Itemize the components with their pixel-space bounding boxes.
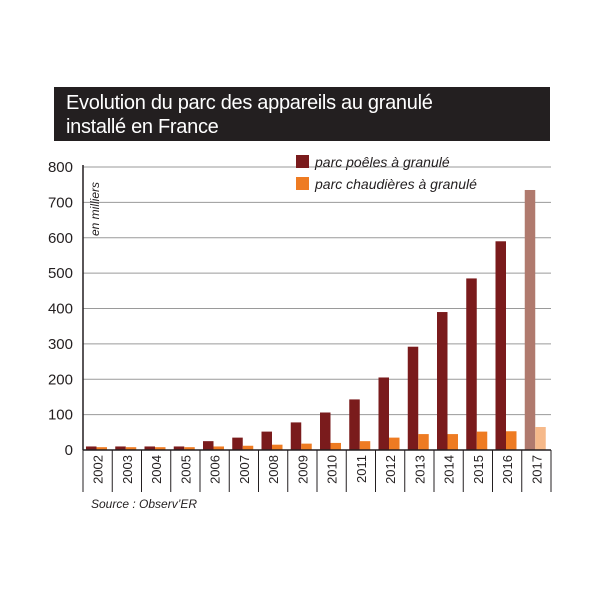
gridlines <box>83 166 551 416</box>
y-tick-labels: 0 100 200 300 400 500 600 700 800 <box>48 159 73 459</box>
bar-boilers-2003 <box>125 447 137 450</box>
bar-stoves-2011 <box>349 399 360 450</box>
bar-stoves-2006 <box>203 441 214 450</box>
chart-title: Evolution du parc des appareils au granu… <box>54 87 550 141</box>
bar-stoves-2007 <box>232 437 243 450</box>
y-tick-label: 300 <box>48 336 73 353</box>
axes <box>82 165 552 492</box>
bar-stoves-2005 <box>173 446 185 450</box>
legend: parc poêles à granulé parc chaudières à … <box>296 154 477 192</box>
bar-boilers-2010 <box>330 442 341 450</box>
x-tick-label: 2009 <box>295 455 310 484</box>
x-tick-label: 2012 <box>383 455 398 484</box>
y-tick-label: 600 <box>48 230 73 247</box>
x-tick-label: 2015 <box>471 455 486 484</box>
x-tick-label: 2017 <box>529 455 544 484</box>
x-tick-label: 2003 <box>120 455 135 484</box>
bar-stoves-2012 <box>378 377 389 450</box>
bar-stoves-2015 <box>466 278 477 450</box>
title-line-2: installé en France <box>66 116 219 138</box>
x-tick-label: 2011 <box>354 455 369 483</box>
x-tick-label: 2005 <box>178 455 193 484</box>
bar-stoves-2003 <box>115 446 126 450</box>
x-tick-label: 2007 <box>237 455 252 484</box>
bar-boilers-2008 <box>272 444 283 450</box>
bar-boilers-2015 <box>476 431 488 450</box>
bar-boilers-2014 <box>447 434 458 450</box>
x-tick-label: 2002 <box>91 455 106 484</box>
y-axis-label: en milliers <box>88 182 102 236</box>
source-note: Source : Observ’ER <box>91 497 198 511</box>
bar-boilers-2007 <box>242 445 254 450</box>
y-tick-label: 200 <box>48 371 73 388</box>
x-tick-label: 2016 <box>500 455 515 484</box>
bar-boilers-2006 <box>213 446 224 450</box>
x-tick-label: 2010 <box>325 455 340 484</box>
y-tick-label: 800 <box>48 159 73 176</box>
bars <box>86 189 546 450</box>
x-tick-labels: 2002 2003 2004 2005 2006 2007 2008 2009 2010 2011… <box>91 455 545 484</box>
title-line-1: Evolution du parc des appareils au granu… <box>66 92 433 114</box>
bar-stoves-2010 <box>320 412 331 450</box>
bar-boilers-2017 <box>535 427 546 450</box>
bar-boilers-2011 <box>359 441 371 450</box>
x-tick-label: 2004 <box>149 455 164 484</box>
bar-stoves-2002 <box>86 446 97 450</box>
bar-stoves-2004 <box>144 446 155 450</box>
legend-label-stoves: parc poêles à granulé <box>314 154 450 170</box>
x-tick-label: 2013 <box>412 455 427 484</box>
x-tick-label: 2006 <box>208 455 223 484</box>
bar-boilers-2013 <box>418 434 429 450</box>
legend-swatch-stoves <box>296 155 309 168</box>
bar-boilers-2009 <box>301 443 312 450</box>
y-tick-label: 100 <box>48 407 73 424</box>
bar-stoves-2017 <box>524 189 536 450</box>
bar-stoves-2016 <box>495 241 506 450</box>
bar-boilers-2002 <box>96 447 107 450</box>
legend-label-boilers: parc chaudières à granulé <box>314 176 477 192</box>
legend-swatch-boilers <box>296 177 309 190</box>
bar-boilers-2016 <box>506 431 517 450</box>
bar-stoves-2014 <box>437 312 448 450</box>
bar-stoves-2013 <box>407 346 419 450</box>
y-tick-label: 500 <box>48 265 73 282</box>
x-tick-label: 2014 <box>442 455 457 484</box>
y-tick-label: 400 <box>48 301 73 318</box>
bar-stoves-2009 <box>290 422 302 450</box>
y-tick-label: 0 <box>65 442 73 459</box>
bar-boilers-2005 <box>184 447 195 450</box>
bar-boilers-2012 <box>389 437 400 450</box>
y-tick-label: 700 <box>48 194 73 211</box>
bar-stoves-2008 <box>261 431 272 450</box>
x-tick-label: 2008 <box>266 455 281 484</box>
bar-boilers-2004 <box>155 447 166 450</box>
